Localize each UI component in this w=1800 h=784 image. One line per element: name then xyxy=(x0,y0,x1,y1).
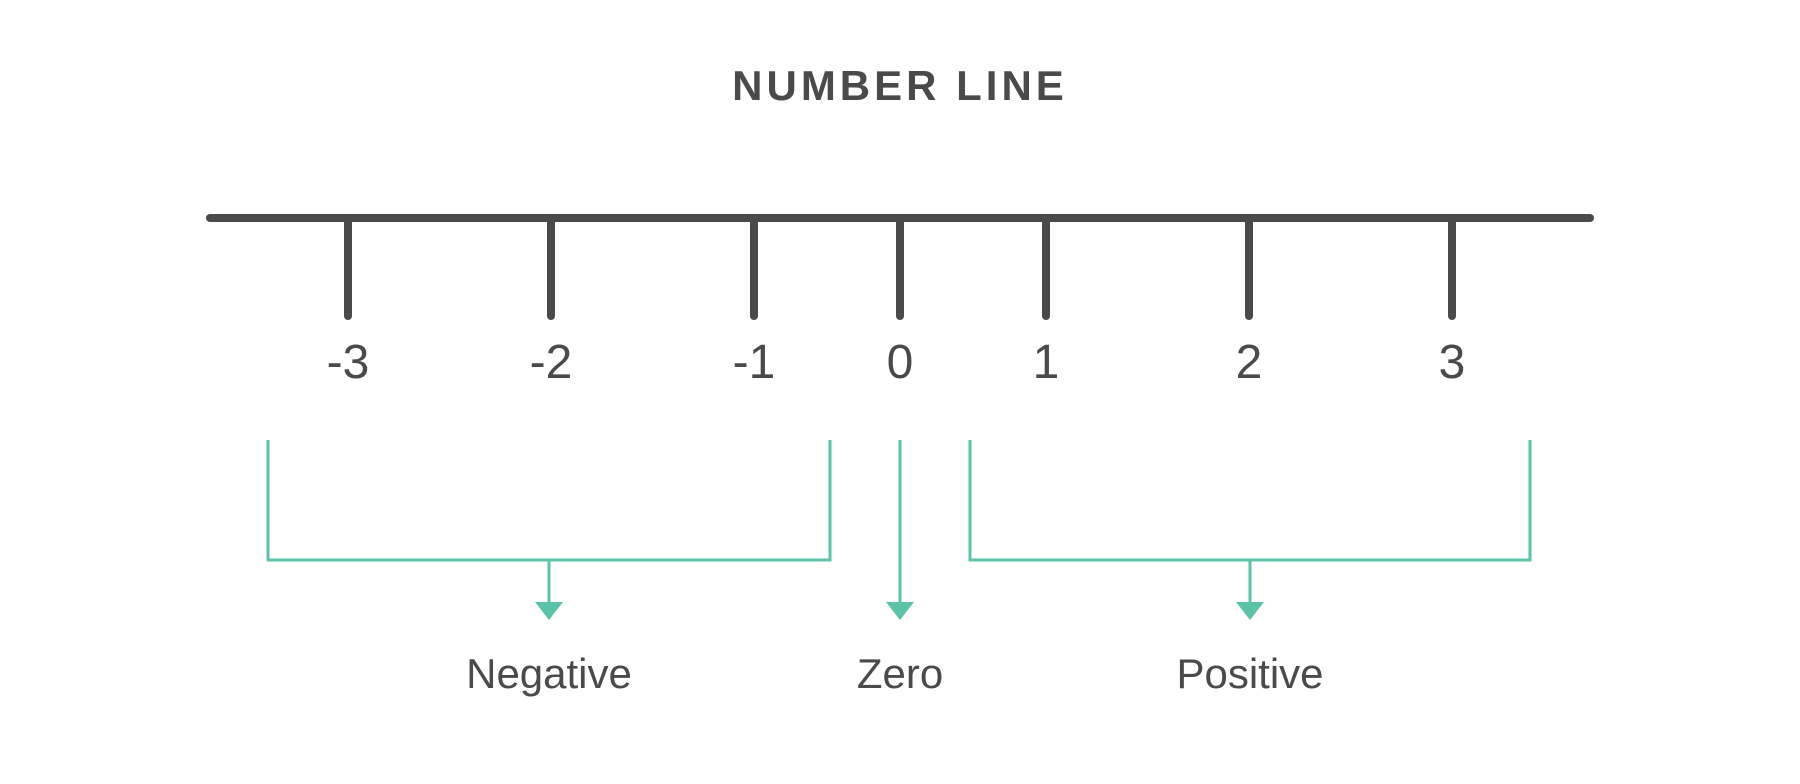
tick-label: -3 xyxy=(327,336,370,389)
tick-label: -1 xyxy=(733,336,776,389)
region-brackets: Negative Zero Positive xyxy=(268,440,1530,697)
number-line-axis: -3 -2 -1 0 1 2 3 xyxy=(210,218,1590,389)
tick-label: -2 xyxy=(530,336,573,389)
arrow-head-icon xyxy=(535,602,563,620)
tick-label: 2 xyxy=(1236,336,1263,389)
diagram-title: NUMBER LINE xyxy=(732,62,1068,109)
arrow-head-icon xyxy=(1236,602,1264,620)
region-label: Zero xyxy=(857,650,943,697)
region-label: Negative xyxy=(466,650,632,697)
tick-label: 1 xyxy=(1033,336,1060,389)
arrow-head-icon xyxy=(886,602,914,620)
region-label: Positive xyxy=(1176,650,1323,697)
region-bracket xyxy=(970,440,1530,560)
number-line-diagram: NUMBER LINE -3 -2 -1 0 1 2 3 Negative Zero Posit… xyxy=(0,0,1800,784)
region-bracket xyxy=(268,440,830,560)
tick-label: 3 xyxy=(1439,336,1466,389)
tick-label: 0 xyxy=(887,336,914,389)
